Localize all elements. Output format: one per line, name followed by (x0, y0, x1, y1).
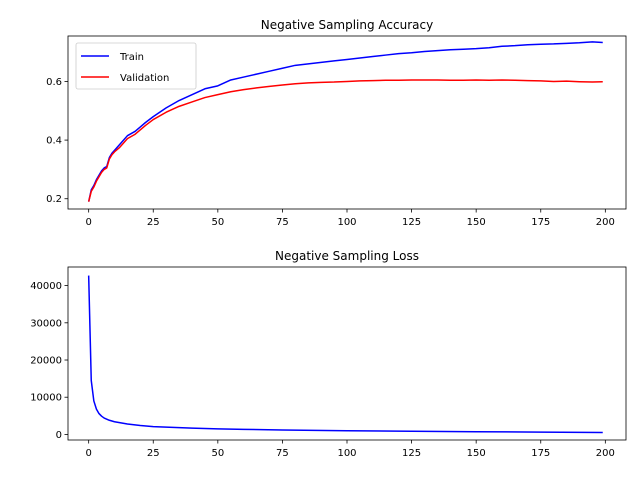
y-tick-label: 10000 (30, 393, 62, 404)
series-line-validation (87, 79, 603, 202)
axes-frame (67, 266, 627, 441)
y-tick-label: 20000 (30, 356, 62, 367)
chart-title: Negative Sampling Loss (275, 249, 419, 263)
x-tick-label: 0 (85, 217, 91, 228)
y-tick-label: 0.4 (46, 136, 62, 147)
x-tick-label: 50 (211, 217, 224, 228)
y-tick-label: 0.6 (46, 77, 62, 88)
x-tick-label: 25 (147, 448, 160, 459)
x-tick-label: 0 (85, 448, 91, 459)
x-tick-label: 75 (276, 217, 289, 228)
x-tick-label: 75 (276, 448, 289, 459)
x-tick-label: 100 (337, 217, 356, 228)
x-tick-label: 200 (596, 448, 615, 459)
x-tick-label: 175 (531, 448, 550, 459)
series-line-loss (87, 275, 603, 434)
x-tick-label: 175 (531, 217, 550, 228)
y-tick-label: 0.2 (46, 194, 62, 205)
x-tick-label: 50 (211, 448, 224, 459)
x-tick-label: 200 (596, 217, 615, 228)
x-tick-label: 25 (147, 217, 160, 228)
x-tick-label: 150 (467, 448, 486, 459)
x-tick-label: 150 (467, 217, 486, 228)
legend: Train Validation (75, 42, 197, 90)
legend-label-validation: Validation (120, 73, 169, 84)
y-tick-label: 30000 (30, 318, 62, 329)
y-tick-label: 0 (56, 430, 62, 441)
loss-chart: Negative Sampling Loss 0 25 50 75 100 125 150 17… (30, 249, 627, 459)
legend-label-train: Train (119, 52, 144, 63)
x-tick-label: 100 (337, 448, 356, 459)
x-tick-label: 125 (402, 448, 421, 459)
accuracy-chart: Negative Sampling Accuracy 0 25 50 75 100 125 1… (46, 18, 627, 228)
x-tick-label: 125 (402, 217, 421, 228)
chart-title: Negative Sampling Accuracy (261, 18, 433, 32)
y-tick-label: 40000 (30, 281, 62, 292)
